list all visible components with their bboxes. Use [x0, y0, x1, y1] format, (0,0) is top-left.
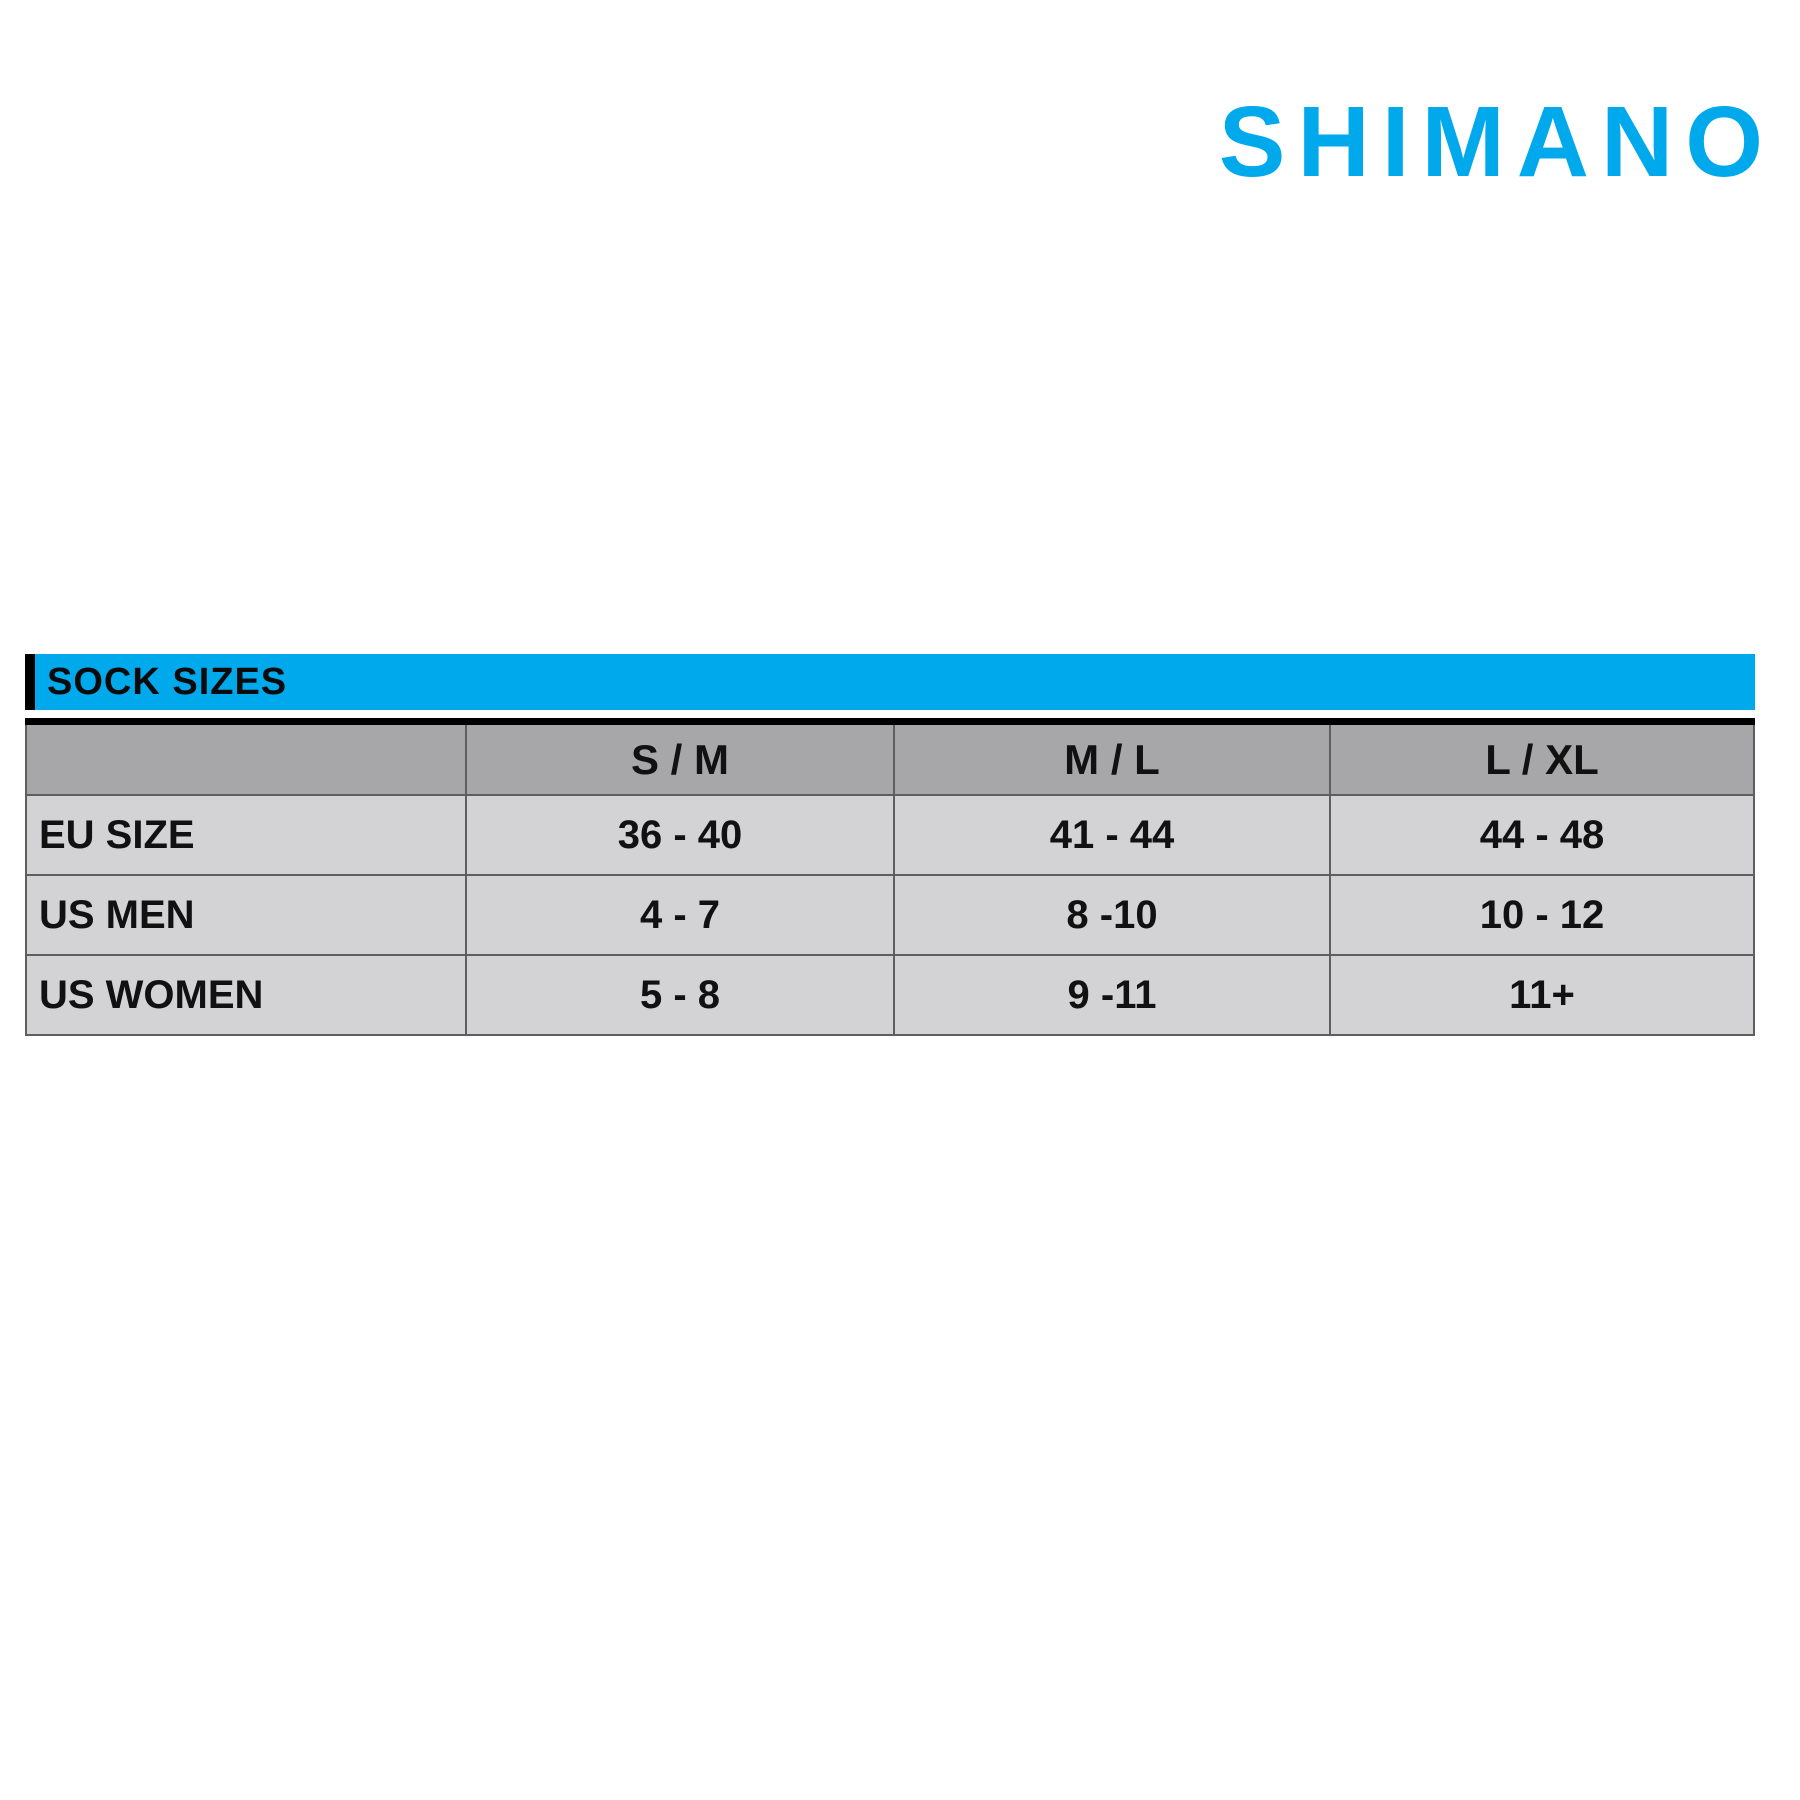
cell-eu-lxl: 44 - 48	[1329, 794, 1755, 876]
table-row-us-women: US WOMEN 5 - 8 9 -11 11+	[25, 954, 1755, 1036]
size-table: S / M M / L L / XL EU SIZE 36 - 40 41 - …	[25, 718, 1755, 1036]
cell-uswomen-sm: 5 - 8	[465, 954, 895, 1036]
chart-title-bar: SOCK SIZES	[25, 654, 1755, 710]
table-row-us-men: US MEN 4 - 7 8 -10 10 - 12	[25, 874, 1755, 956]
row-label-us-men: US MEN	[25, 874, 467, 956]
corner-cell	[25, 720, 467, 796]
column-header-l-xl: L / XL	[1329, 720, 1755, 796]
header-row: S / M M / L L / XL	[25, 720, 1755, 796]
cell-eu-sm: 36 - 40	[465, 794, 895, 876]
shimano-logo: SHIMANO	[1218, 86, 1775, 198]
cell-usmen-ml: 8 -10	[893, 874, 1331, 956]
row-label-eu-size: EU SIZE	[25, 794, 467, 876]
cell-usmen-sm: 4 - 7	[465, 874, 895, 956]
cell-usmen-lxl: 10 - 12	[1329, 874, 1755, 956]
chart-title: SOCK SIZES	[47, 661, 288, 703]
table-row-eu-size: EU SIZE 36 - 40 41 - 44 44 - 48	[25, 794, 1755, 876]
row-label-us-women: US WOMEN	[25, 954, 467, 1036]
cell-uswomen-ml: 9 -11	[893, 954, 1331, 1036]
cell-eu-ml: 41 - 44	[893, 794, 1331, 876]
cell-uswomen-lxl: 11+	[1329, 954, 1755, 1036]
sock-size-chart: SOCK SIZES S / M M / L L / XL EU SIZE	[25, 654, 1755, 1036]
column-header-m-l: M / L	[893, 720, 1331, 796]
column-header-s-m: S / M	[465, 720, 895, 796]
